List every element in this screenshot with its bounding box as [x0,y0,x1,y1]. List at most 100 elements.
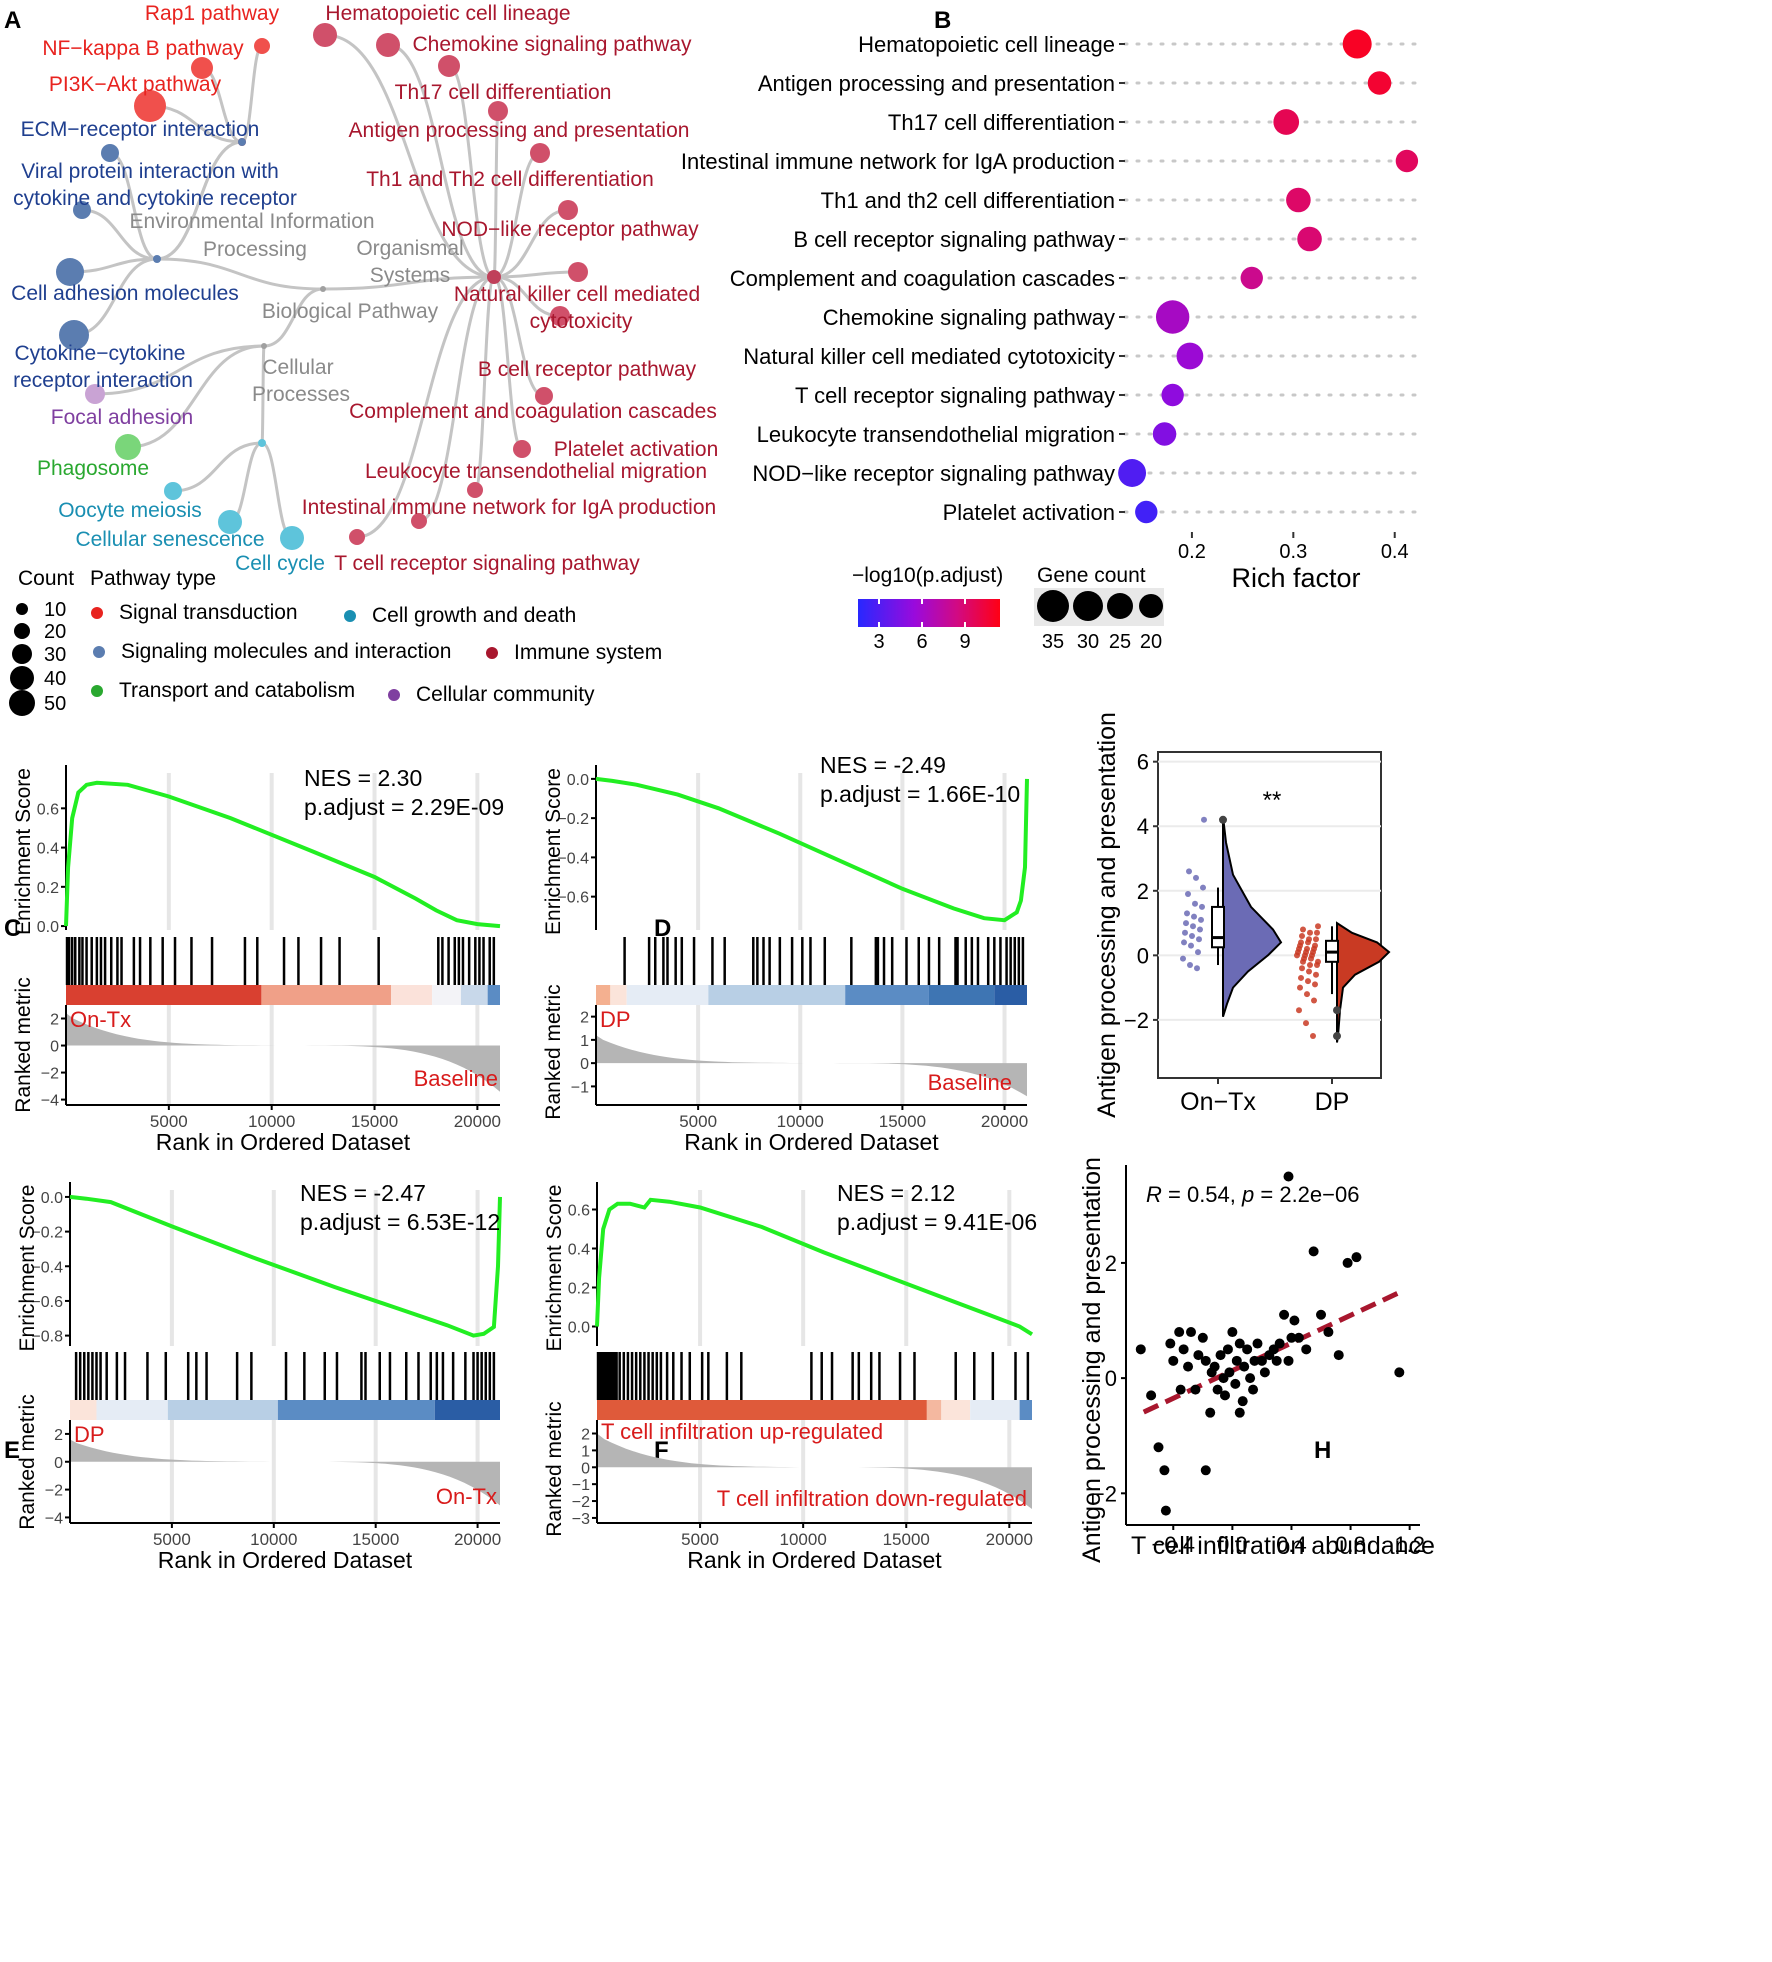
network-node [59,320,89,350]
scatter-point [1193,1350,1204,1361]
scatter-point [1342,1257,1353,1268]
gsea-metric-tick-label: −2 [45,1483,63,1500]
violin-point [1199,903,1205,910]
gsea-heat-segment [926,1400,942,1420]
network-edge-trunk [322,275,495,291]
dotplot-point [1286,187,1311,213]
gsea-positive-label: On-Tx [70,1007,131,1032]
gsea-heat-segment [708,985,846,1005]
legend-count-dot [12,644,32,664]
legend-type-label: Cell growth and death [372,604,576,627]
network-node-label: ECM−receptor interaction [21,118,260,141]
gsea-metric-tick-label: 2 [50,1012,59,1029]
gsea-metric-tick-label: 1 [581,1443,590,1460]
violin-significance: ** [1263,787,1282,814]
gsea-heat-segment [432,985,461,1005]
network-category-label: Organismal [356,237,463,260]
violin-point [1311,997,1317,1004]
gsea-xtick-label: 10000 [248,1112,295,1131]
violin-point [1197,926,1203,933]
color-legend-bar [858,599,1000,627]
network-node-label: Cellular senescence [75,528,264,551]
gsea-heat-segment [596,985,611,1005]
dotplot-point [1176,342,1204,370]
network-node-label: Oocyte meiosis [58,499,202,522]
network-node [73,201,91,219]
scatter-xtick-label: −0.4 [1152,1532,1195,1557]
scatter-point [1308,1246,1319,1257]
scatter-point [1234,1338,1245,1349]
gsea-negative-label: Baseline [928,1070,1012,1095]
violin-point [1180,955,1186,962]
network-node [411,513,427,529]
gsea-xtick-label: 20000 [454,1530,501,1549]
scatter-point [1224,1367,1235,1378]
gsea-heat-segment [626,985,709,1005]
gsea-metric-tick-label: 1 [580,1033,589,1050]
dotplot-point [1118,459,1147,487]
gsea-heat-segment [928,985,995,1005]
panel-label-d: D [654,915,671,942]
dotplot-category-label: Complement and coagulation cascades [730,266,1115,291]
scatter-point [1230,1378,1241,1389]
network-edge [172,441,263,493]
gsea-heat-segment [96,1400,168,1420]
network-node [101,144,119,162]
scatter-xlabel: T cell infiltration abundance [1131,1532,1435,1560]
scatter-point [1351,1252,1362,1263]
gsea-metric-tick-label: −2 [572,1494,590,1511]
gsea-heat-segment [994,985,1027,1005]
color-legend-tick-label: 6 [916,631,927,653]
gsea-metric-tick-label: 0 [580,1056,589,1073]
gsea-xtick-label: 20000 [986,1530,1033,1549]
violin-point [1194,965,1200,972]
scatter-ytick-label: 0 [1105,1366,1117,1391]
violin-box [1211,905,1225,949]
network-node-label: Th1 and Th2 cell differentiation [366,168,654,191]
network-edge-trunk [263,287,324,348]
gsea-es-curve [595,1197,1034,1336]
size-legend-label: 20 [1140,631,1162,653]
gsea-es-tick-label: −0.8 [31,1329,63,1346]
network-hub-node [153,255,161,263]
scatter-point [1289,1315,1300,1326]
legend-count-value: 10 [44,599,66,621]
gsea-es-tick-label: 0.6 [568,1203,590,1220]
gsea-positive-label: DP [600,1007,631,1032]
dotplot-category-label: Th1 and th2 cell differentiation [821,188,1115,213]
network-edge [81,208,158,261]
violin-point [1313,971,1319,978]
gsea-metric-tick-label: −1 [571,1079,589,1096]
violin-half-body [1222,816,1283,1017]
legend-type-dot [344,610,356,622]
scatter-xtick-label: 0.0 [1217,1532,1248,1557]
scatter-ytick-label: 2 [1105,1251,1117,1276]
legend-type-label: Immune system [514,641,662,664]
network-node-label: Complement and coagulation cascades [349,400,717,423]
legend-count-value: 40 [44,668,66,690]
network-node-label: Cytokine−cytokine [14,342,185,365]
panel-b-dotplot: B Hematopoietic cell lineage Antigen proc… [681,7,1425,653]
scatter-point [1248,1384,1259,1395]
scatter-point [1394,1367,1405,1378]
gsea-negative-label: T cell infiltration down-regulated [717,1486,1027,1511]
gsea-xtick-label: 15000 [352,1530,399,1549]
network-edge [473,275,496,492]
violin-point [1313,936,1319,943]
violin-outlier [1333,1032,1341,1041]
network-category-label: Processes [252,383,350,406]
scatter-point [1234,1407,1245,1418]
gsea-nes-label: NES = 2.30 [304,765,422,791]
network-node-label: cytotoxicity [530,310,633,333]
gsea-es-tick-label: 0.2 [37,880,59,897]
network-node-label: Th17 cell differentiation [395,81,612,104]
gsea-metric-tick-label: −1 [572,1477,590,1494]
gsea-xtick-label: 10000 [777,1112,824,1131]
legend-count-value: 20 [44,621,66,643]
network-nodes [56,23,588,550]
dotplot-category-label: T cell receptor signaling pathway [795,383,1115,408]
network-category-label: Cellular [262,356,333,379]
legend-type-label: Signal transduction [119,601,298,624]
gsea-xlabel: Rank in Ordered Dataset [156,1129,411,1155]
